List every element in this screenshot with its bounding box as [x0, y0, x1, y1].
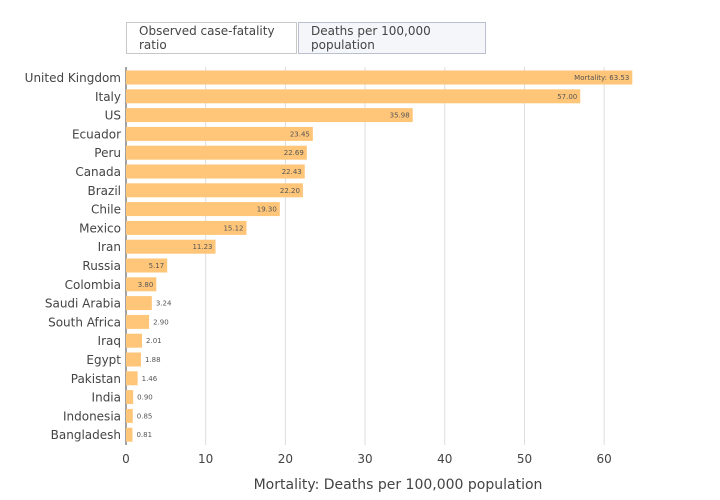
bar-indonesia [126, 408, 133, 423]
bar-south-africa [126, 314, 150, 329]
value-label-ecuador: 23.45 [290, 130, 310, 138]
x-tick-label-50: 50 [517, 452, 532, 466]
category-label-india: India [92, 391, 121, 405]
bar-bangladesh [126, 427, 133, 442]
category-label-bangladesh: Bangladesh [51, 428, 121, 442]
bar-pakistan [126, 371, 138, 386]
bar-us [126, 108, 413, 123]
value-label-brazil: 22.20 [280, 187, 300, 195]
category-label-chile: Chile [91, 203, 121, 217]
x-axis-title: Mortality: Deaths per 100,000 population [254, 477, 543, 493]
bar-colombia [126, 277, 157, 292]
value-label-iran: 11.23 [192, 243, 212, 251]
value-label-india: 0.90 [137, 394, 153, 402]
value-label-italy: 57.00 [557, 93, 577, 101]
value-label-iraq: 2.01 [146, 337, 162, 345]
bar-peru [126, 145, 307, 160]
bar-italy [126, 89, 581, 104]
x-tick-label-20: 20 [278, 452, 293, 466]
value-label-united-kingdom: Mortality: 63.53 [574, 74, 629, 82]
value-label-indonesia: 0.85 [137, 412, 153, 420]
grid-layer [125, 67, 605, 445]
value-label-egypt: 1.88 [145, 356, 161, 364]
value-label-canada: 22.43 [282, 168, 302, 176]
bar-iraq [126, 333, 143, 348]
x-tick-labels: 0 10 20 30 40 50 60 [122, 452, 612, 466]
value-label-pakistan: 1.46 [142, 375, 158, 383]
category-label-brazil: Brazil [88, 184, 122, 198]
bar-india [126, 390, 134, 405]
category-label-egypt: Egypt [86, 353, 121, 367]
value-labels: Mortality: 63.53 57.00 35.98 23.45 22.69 22.4… [136, 74, 629, 439]
category-label-canada: Canada [75, 165, 121, 179]
category-label-russia: Russia [82, 259, 121, 273]
category-labels: United Kingdom Italy US Ecuador Peru Canada Br… [25, 71, 122, 442]
value-label-peru: 22.69 [284, 149, 304, 157]
bar-saudi-arabia [126, 296, 152, 311]
x-tick-label-10: 10 [198, 452, 213, 466]
category-label-iran: Iran [98, 240, 121, 254]
category-label-pakistan: Pakistan [71, 372, 121, 386]
bar-chile [126, 202, 280, 217]
category-label-mexico: Mexico [79, 221, 121, 235]
bar-russia [126, 258, 168, 273]
tab-case-fatality-ratio[interactable]: Observed case-fatality ratio [126, 22, 297, 54]
x-tick-label-0: 0 [122, 452, 130, 466]
category-label-indonesia: Indonesia [63, 409, 121, 423]
category-label-ecuador: Ecuador [72, 127, 121, 141]
bar-canada [126, 164, 305, 179]
metric-tabs: Observed case-fatality ratio Deaths per … [126, 22, 486, 54]
value-label-south-africa: 2.90 [153, 318, 169, 326]
bar-united-kingdom [126, 70, 633, 85]
bar-egypt [126, 352, 141, 367]
bar-brazil [126, 183, 303, 198]
category-label-saudi-arabia: Saudi Arabia [45, 297, 121, 311]
category-label-south-africa: South Africa [48, 315, 121, 329]
category-label-us: US [105, 109, 121, 123]
category-label-colombia: Colombia [65, 278, 121, 292]
value-label-russia: 5.17 [149, 262, 165, 270]
value-label-mexico: 15.12 [223, 224, 243, 232]
value-label-bangladesh: 0.81 [136, 431, 152, 439]
tab-deaths-per-100k[interactable]: Deaths per 100,000 population [298, 22, 486, 54]
bar-iran [126, 239, 216, 254]
x-tick-label-40: 40 [437, 452, 452, 466]
x-tick-label-30: 30 [357, 452, 372, 466]
value-label-chile: 19.30 [257, 206, 277, 214]
category-label-united-kingdom: United Kingdom [25, 71, 121, 85]
value-label-saudi-arabia: 3.24 [156, 300, 172, 308]
category-label-italy: Italy [95, 90, 121, 104]
value-label-us: 35.98 [390, 112, 410, 120]
bar-layer [126, 70, 633, 442]
category-label-peru: Peru [94, 146, 121, 160]
category-label-iraq: Iraq [98, 334, 121, 348]
value-label-colombia: 3.80 [138, 281, 154, 289]
bar-ecuador [126, 126, 313, 141]
x-tick-label-60: 60 [597, 452, 612, 466]
bar-mexico [126, 220, 247, 235]
